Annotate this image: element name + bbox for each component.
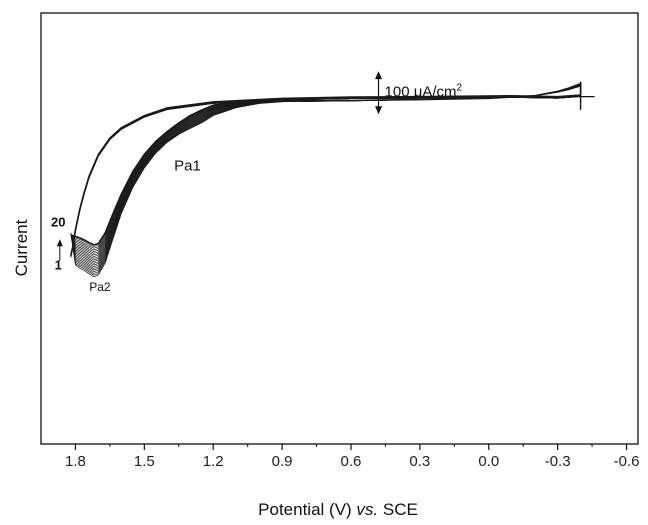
cv-cycle-6 [70,85,581,269]
plot-frame [40,12,639,445]
cv-cycle-16 [70,83,581,256]
x-tick-label: -0.6 [614,453,640,470]
y-axis-title: Current [12,219,31,276]
scale-bar-label: 100 μA/cm2 [385,83,463,101]
cv-cycle-10 [70,84,581,263]
cv-cycle-7 [70,85,581,268]
x-tick-label: 1.5 [134,453,155,470]
cv-cycle-17 [70,83,581,258]
cv-curves [70,81,595,278]
cv-cycle-12 [70,84,581,259]
x-tick-label: 1.2 [203,453,224,470]
scale-bar: 100 μA/cm2 [375,71,463,115]
annotation-cycle-20: 20 [51,214,65,229]
cv-cycle-20 [70,82,582,256]
x-tick-label: 1.8 [65,453,86,470]
x-tick-label: -0.3 [545,453,571,470]
x-tick-label: 0.9 [272,453,293,470]
cv-cycle-11 [70,84,581,261]
annotation-cycle-1: 1 [55,257,62,272]
cv-cycle-9 [70,84,581,264]
scale-bar-label-main: 100 μA/cm [385,84,457,101]
cv-cycle-8 [70,84,581,266]
cv-cycle-5 [70,85,581,271]
cycle-direction-arrowhead [56,239,63,247]
scale-bar-label-superscript: 2 [457,83,463,94]
scale-bar-arrowhead-bottom [375,106,383,115]
x-axis-title-potential: Potential (V) [258,500,356,519]
scale-bar-arrowhead-top [375,71,383,80]
x-axis-title-vs: vs. [356,500,378,519]
x-axis: 1.8 1.5 1.2 0.9 0.6 0.3 0.0 -0.3 -0.6 [65,444,639,470]
x-tick-label: 0.0 [478,453,499,470]
cv-cycle-15 [70,84,581,257]
cv-cycle-18 [70,83,581,257]
annotation-pa1: Pa1 [174,157,201,174]
cv-cycle-13 [70,84,581,258]
cv-cycle-19 [70,83,581,257]
x-tick-label: 0.3 [409,453,430,470]
annotation-pa2: Pa2 [89,280,111,294]
cv-cycle-14 [70,84,581,257]
cv-cycle-4 [70,85,581,273]
x-axis-title: Potential (V) vs. SCE [258,500,418,519]
x-axis-title-sce: SCE [378,500,418,519]
x-tick-label: 0.6 [341,453,362,470]
